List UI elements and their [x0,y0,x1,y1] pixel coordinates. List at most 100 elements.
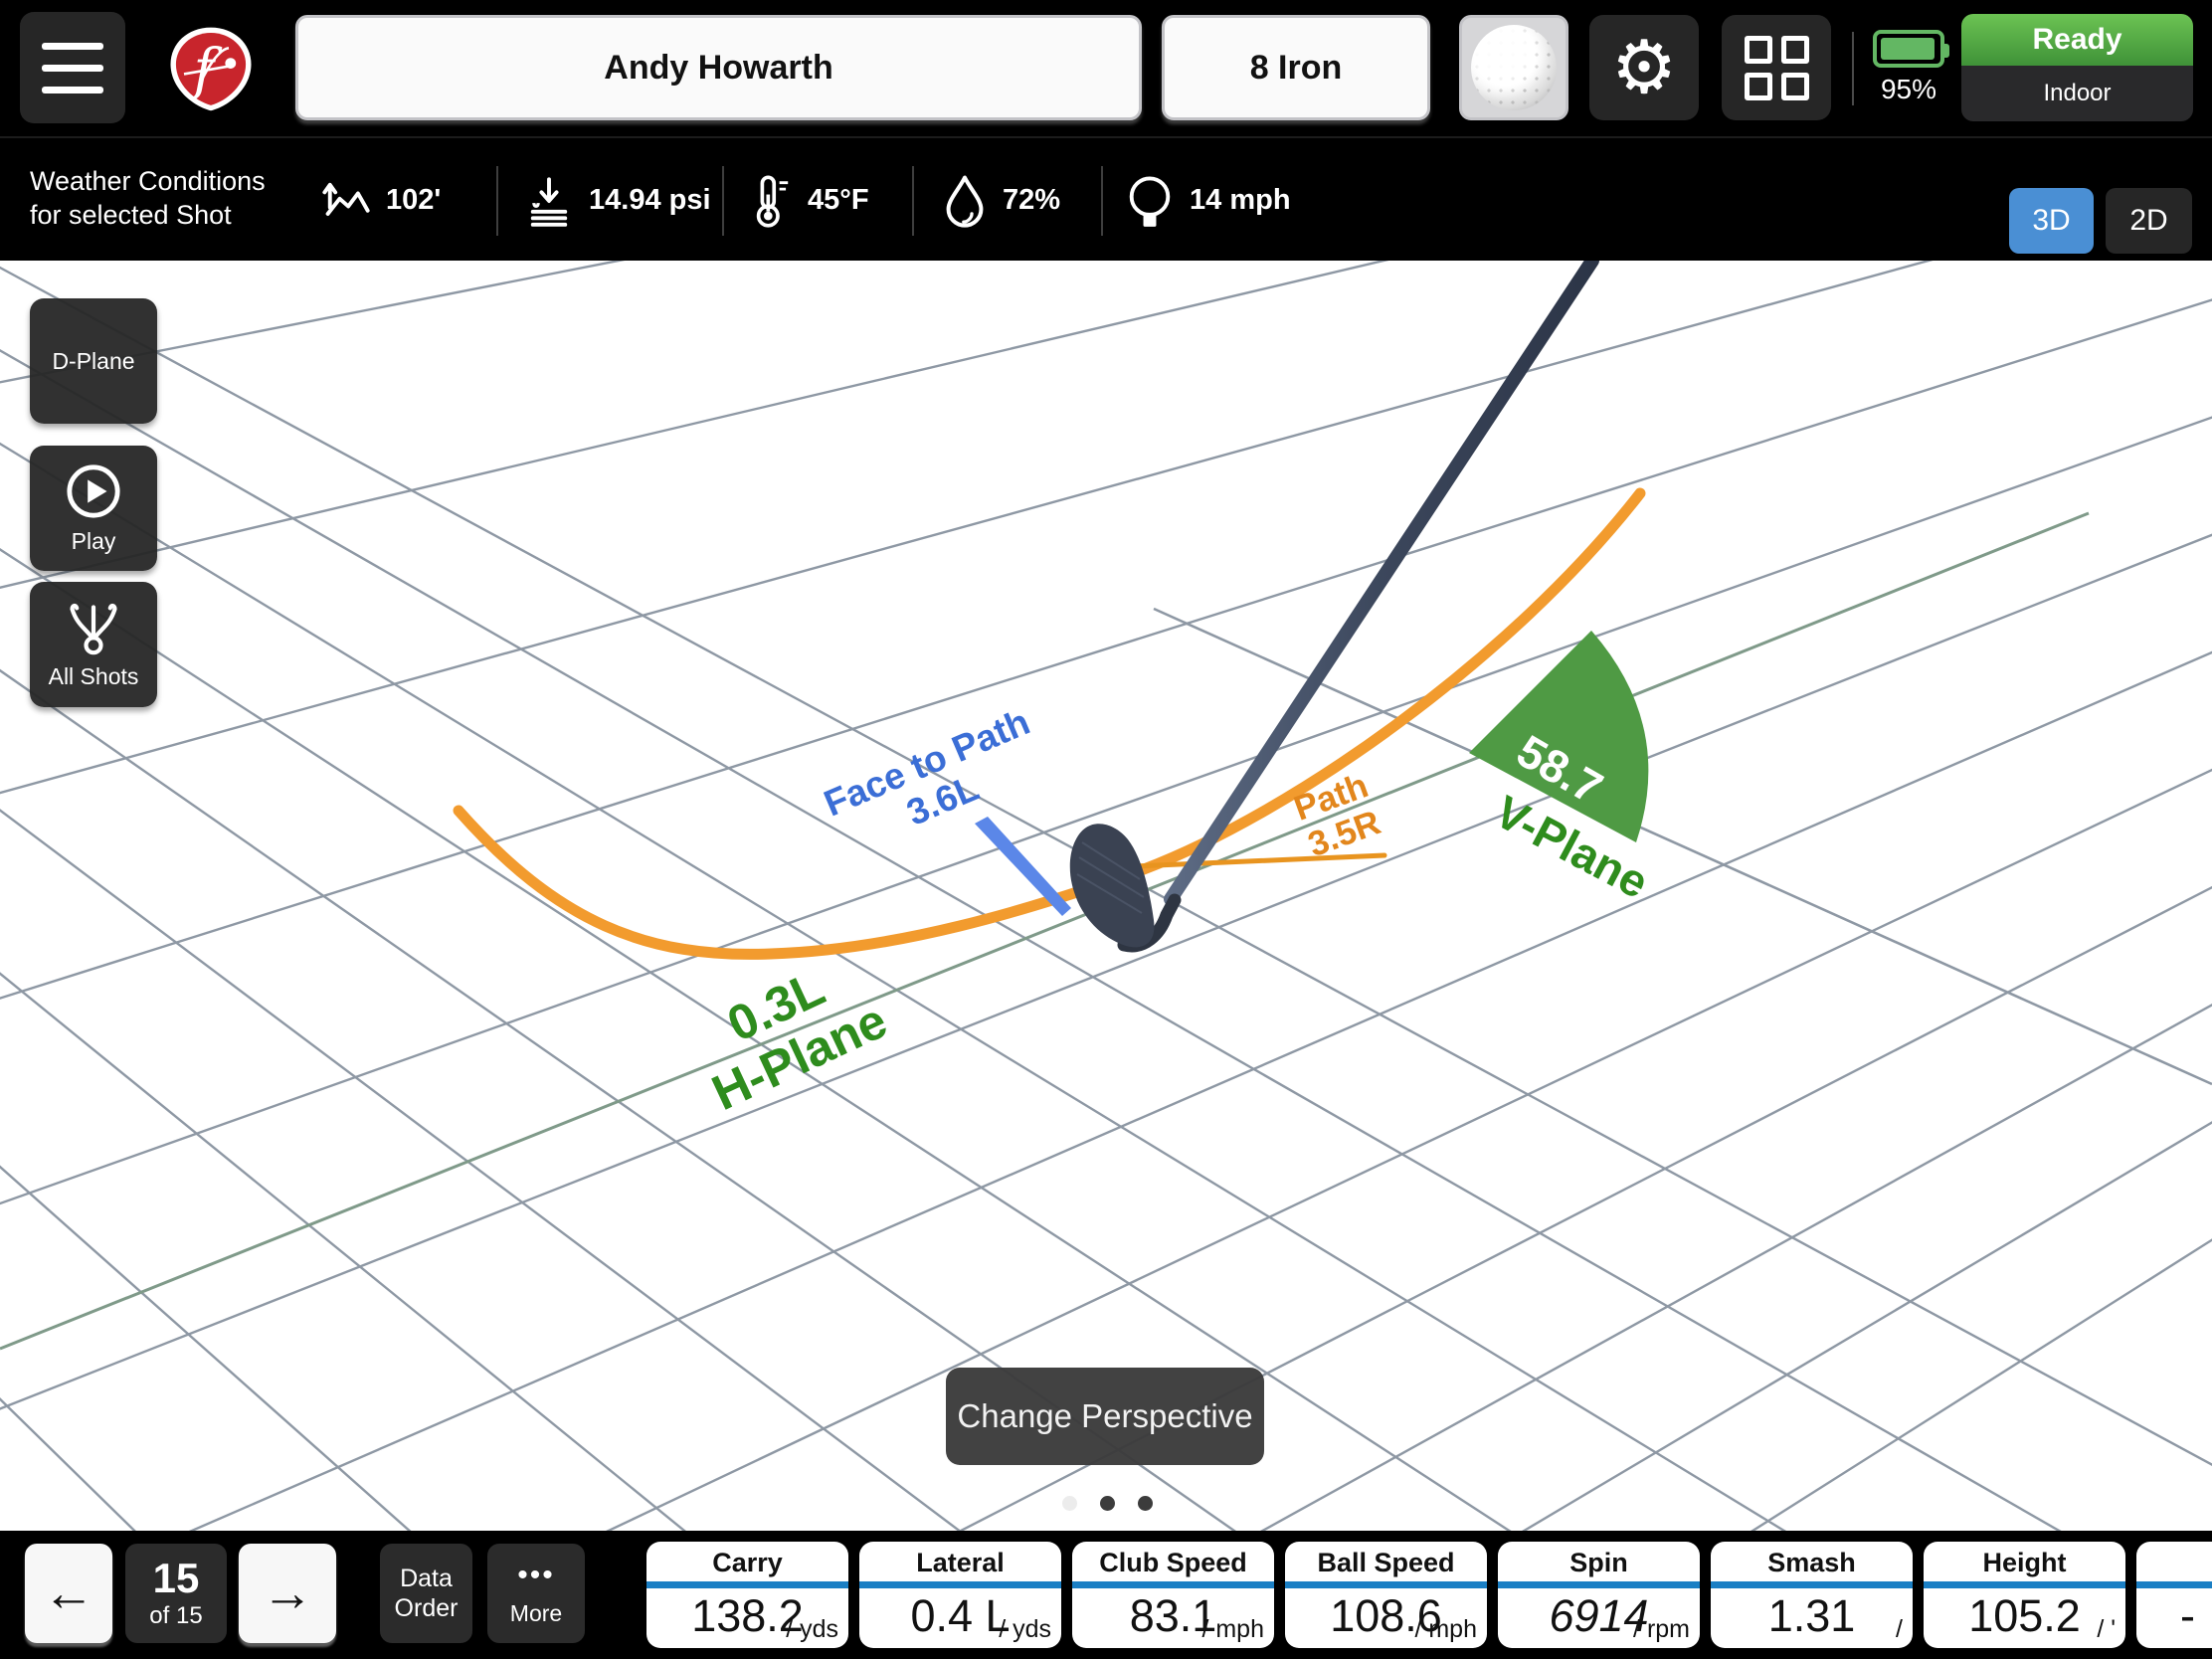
wind-icon [1129,175,1171,227]
tile-value: 0.4 L [910,1590,1011,1641]
tile-title: Spin [1569,1548,1628,1577]
data-tile-carry[interactable]: Carry 138.2/ yds [646,1542,848,1648]
status-mode: Indoor [1961,66,2193,121]
thermometer-icon [756,174,789,228]
pressure-metric: 14.94 psi [523,138,711,263]
tile-title: Ball Speed [1317,1548,1455,1577]
settings-button[interactable]: ⚙ [1589,15,1699,120]
club-head [1069,824,1155,948]
d-plane-button[interactable]: D-Plane [30,298,157,424]
battery-status: 95% [1866,30,1951,105]
more-button[interactable]: ••• More [487,1544,585,1643]
data-tile-spin[interactable]: Spin 6914/ rpm [1498,1542,1700,1648]
club-select-field[interactable]: 8 Iron [1162,15,1430,120]
club-name: 8 Iron [1249,48,1343,87]
temperature-metric: 45°F [748,138,869,263]
player-name: Andy Howarth [604,48,833,87]
layout-grid-button[interactable] [1722,15,1831,120]
battery-icon [1873,30,1949,68]
tile-unit: / mph [1201,1615,1264,1643]
tile-value: 83.1 [1129,1590,1217,1641]
tile-title: Club Speed [1099,1548,1247,1577]
play-button[interactable]: Play [30,446,157,571]
tile-title: Height [1982,1548,2067,1577]
altitude-icon [322,182,370,216]
player-name-field[interactable]: Andy Howarth [295,15,1142,120]
tile-title: Smash [1767,1548,1856,1577]
tile-unit: / rpm [1633,1615,1690,1643]
tile-value: 1.31 [1767,1590,1856,1641]
data-tile-partial[interactable]: - [2136,1542,2212,1648]
tile-unit: / ' [2097,1615,2116,1643]
status-ready: Ready [1961,14,2193,66]
previous-shot-button[interactable]: ← [25,1544,112,1643]
h-plane-line [0,511,2090,1351]
tile-accent-line [2136,1581,2212,1588]
tile-accent-line [1285,1581,1487,1588]
data-tile-lateral[interactable]: Lateral 0.4 L / yds [859,1542,1061,1648]
tile-value: 108.6 [1330,1590,1442,1641]
tile-title [2136,1548,2212,1581]
tile-value: 6914 [1549,1590,1649,1641]
tile-title: Lateral [916,1548,1005,1577]
view-2d-button[interactable]: 2D [2106,188,2192,254]
page-dot-3[interactable] [1138,1496,1153,1511]
tile-unit: / yds [999,1615,1051,1643]
target-line [1153,607,2212,1086]
shot-counter[interactable]: 15 of 15 [125,1544,227,1643]
club-face-grooves [1076,841,1145,914]
all-shots-icon [70,603,117,654]
grid-icon [1744,35,1809,100]
data-tile-ball-speed[interactable]: Ball Speed 108.6/ mph [1285,1542,1487,1648]
device-status-button[interactable]: Ready Indoor [1961,14,2193,121]
tile-unit: / mph [1414,1615,1477,1643]
hamburger-icon [42,42,103,50]
change-perspective-button[interactable]: Change Perspective [946,1368,1264,1465]
tile-unit: / [1896,1615,1903,1643]
view-3d-button[interactable]: 3D [2009,188,2094,254]
flightscope-logo: f [166,24,256,113]
tile-accent-line [1498,1581,1700,1588]
tile-value: 138.2 [691,1590,804,1641]
data-tile-height[interactable]: Height 105.2 / ' [1924,1542,2125,1648]
data-tile-club-speed[interactable]: Club Speed 83.1/ mph [1072,1542,1274,1648]
tile-accent-line [1924,1581,2125,1588]
humidity-metric: 72% [941,138,1060,263]
hamburger-menu-button[interactable] [20,12,125,123]
v-plane-wedge [1469,631,1649,842]
topbar-divider [1852,32,1854,105]
club-shaft [1164,261,1599,906]
tile-accent-line [1711,1581,1913,1588]
data-tile-smash[interactable]: Smash 1.31 / [1711,1542,1913,1648]
golf-ball-icon [1471,25,1557,110]
play-icon [67,463,120,518]
weather-bar: Weather Conditions for selected Shot 102… [0,136,2212,261]
tile-accent-line [1072,1581,1274,1588]
tile-accent-line [646,1581,848,1588]
path-direction-line [1109,852,1387,870]
dplane-3d-view[interactable]: D-Plane Play All Shots Face to Path 3.6L… [0,261,2212,1531]
tile-title: Carry [712,1548,783,1577]
data-order-button[interactable]: Data Order [380,1544,472,1643]
droplet-icon [946,175,984,228]
page-dot-1[interactable] [1062,1496,1077,1511]
page-dots[interactable] [1062,1496,1153,1511]
tile-value: - [2180,1590,2195,1641]
scene-graphics [0,261,2212,1531]
right-arrow-icon: → [262,1565,313,1622]
top-bar: f Andy Howarth 8 Iron ⚙ 95% Ready Indoor [0,0,2212,136]
club-path-curve [453,487,1646,960]
next-shot-button[interactable]: → [239,1544,336,1643]
tile-value: 105.2 [1968,1590,2081,1641]
wind-metric: 14 mph [1124,138,1291,263]
page-dot-2[interactable] [1100,1496,1115,1511]
tile-unit: / yds [786,1615,838,1643]
pressure-icon [530,176,568,227]
all-shots-button[interactable]: All Shots [30,582,157,707]
bottom-data-bar: ← 15 of 15 → Data Order ••• More Carry 13… [0,1531,2212,1659]
battery-percent: 95% [1880,74,1937,104]
ball-type-button[interactable] [1459,15,1568,120]
gear-icon: ⚙ [1610,26,1678,108]
left-arrow-icon: ← [43,1565,94,1622]
altitude-metric: 102' [320,138,441,263]
